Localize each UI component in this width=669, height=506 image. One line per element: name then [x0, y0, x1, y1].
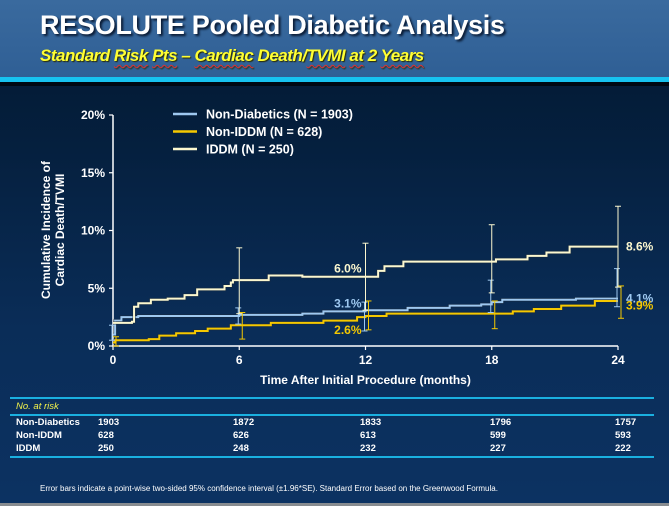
y-tick-label: 0%	[88, 339, 106, 353]
risk-cell: 222	[615, 443, 631, 454]
subtitle-fragment: Years	[380, 46, 425, 65]
y-tick-label: 20%	[81, 108, 105, 122]
subtitle-fragment: Pts	[152, 46, 178, 65]
footnote: Error bars indicate a point-wise two-sid…	[40, 484, 498, 493]
subtitle-fragment: Risk	[113, 46, 148, 65]
risk-table-header-rule	[10, 414, 654, 416]
mid-value-label-non_iddm: 2.6%	[334, 323, 362, 337]
risk-table-row: IDDM 250 248 232 227 222	[10, 442, 654, 455]
slide-header: RESOLUTE Pooled Diabetic Analysis Standa…	[0, 0, 669, 78]
risk-cell: 250	[98, 443, 114, 454]
subtitle-fragment: Standard	[40, 46, 110, 65]
y-axis-label: Cumulative Incidence of	[39, 160, 53, 299]
subtitle-fragment: at	[349, 46, 364, 65]
mid-value-label-non_diabetics: 3.1%	[334, 296, 362, 310]
legend-label-non_diabetics: Non-Diabetics (N = 1903)	[206, 108, 353, 122]
risk-row-label: Non-Diabetics	[16, 417, 80, 428]
risk-cell: 1757	[615, 417, 637, 428]
subtitle-fragment: Death/	[253, 46, 307, 65]
risk-table-top-rule	[10, 397, 654, 399]
risk-table-header: No. at risk	[16, 401, 59, 412]
curve-iddm	[113, 245, 618, 324]
slide-title: RESOLUTE Pooled Diabetic Analysis	[40, 10, 505, 40]
risk-table-bottom-rule	[10, 456, 654, 458]
legend-label-iddm: IDDM (N = 250)	[206, 143, 294, 157]
subtitle-fragment: 2	[363, 46, 381, 65]
y-axis-label: Cardiac Death/TVMI	[53, 174, 67, 287]
km-chart: 0% 5% 10% 15% 20% 0 6 12 18 24 Time After Initial …	[39, 108, 654, 388]
curve-non_diabetics	[113, 297, 618, 336]
x-tick-label: 6	[236, 353, 243, 367]
risk-table-row: Non-IDDM 628 626 613 599 593	[10, 429, 654, 442]
risk-cell: 599	[490, 430, 506, 441]
risk-table-row: Non-Diabetics 1903 1872 1833 1796 1757	[10, 416, 654, 429]
accent-bar	[0, 77, 669, 82]
curve-non_iddm	[113, 299, 618, 344]
risk-cell: 593	[615, 430, 631, 441]
x-tick-label: 24	[611, 353, 625, 367]
risk-cell: 628	[98, 430, 114, 441]
risk-cell: 1903	[98, 417, 120, 428]
risk-table: No. at risk Non-Diabetics 1903 1872 1833 179…	[10, 397, 654, 458]
subtitle-fragment: Cardiac	[194, 46, 254, 65]
y-tick-label: 15%	[81, 166, 105, 180]
risk-cell: 1796	[490, 417, 512, 428]
mid-value-label-iddm: 6.0%	[334, 262, 362, 276]
bottom-bar	[0, 503, 669, 506]
subtitle-fragment: –	[177, 46, 195, 65]
x-axis-label: Time After Initial Procedure (months)	[260, 373, 471, 387]
x-tick-label: 12	[359, 353, 373, 367]
legend-label-non_iddm: Non-IDDM (N = 628)	[206, 125, 322, 139]
risk-cell: 248	[233, 443, 249, 454]
risk-row-label: Non-IDDM	[16, 430, 62, 441]
x-tick-label: 18	[485, 353, 499, 367]
y-tick-label: 10%	[81, 224, 105, 238]
risk-cell: 1872	[233, 417, 255, 428]
divider-bar	[0, 82, 669, 86]
subtitle-fragment: TVMI	[306, 46, 346, 65]
end-value-label-non_diabetics: 4.1%	[626, 292, 654, 306]
risk-cell: 626	[233, 430, 249, 441]
risk-row-label: IDDM	[16, 443, 41, 454]
end-value-label-iddm: 8.6%	[626, 240, 654, 254]
y-tick-label: 5%	[88, 281, 106, 295]
risk-cell: 232	[360, 443, 376, 454]
risk-cell: 613	[360, 430, 376, 441]
slide-subtitle: Standard Risk Pts – Cardiac Death/TVMI a…	[40, 46, 424, 66]
x-tick-label: 0	[110, 353, 117, 367]
risk-cell: 1833	[360, 417, 382, 428]
end-value-label-non_iddm: 3.9%	[626, 299, 654, 313]
risk-cell: 227	[490, 443, 506, 454]
